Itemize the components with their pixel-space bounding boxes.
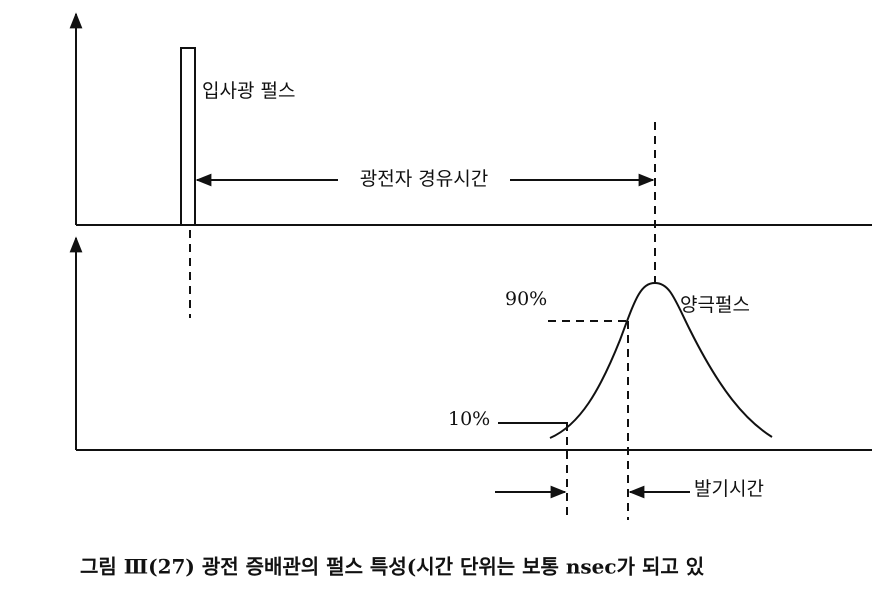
rise-time-label: 발기시간 xyxy=(694,478,764,500)
ninety-label: 90% xyxy=(505,288,547,310)
incident-pulse xyxy=(180,47,196,226)
caption: 그림 Ⅲ(27) 광전 증배관의 펄스 특성(시간 단위는 보통 nsec가 되… xyxy=(80,555,705,579)
anode-pulse-label: 양극펄스 xyxy=(680,294,750,316)
incident-pulse-label: 입사광 펄스 xyxy=(202,80,295,102)
anode-pulse-curve xyxy=(549,281,773,439)
ten-label: 10% xyxy=(448,408,490,430)
transit-time-label: 광전자 경유시간 xyxy=(360,168,488,190)
